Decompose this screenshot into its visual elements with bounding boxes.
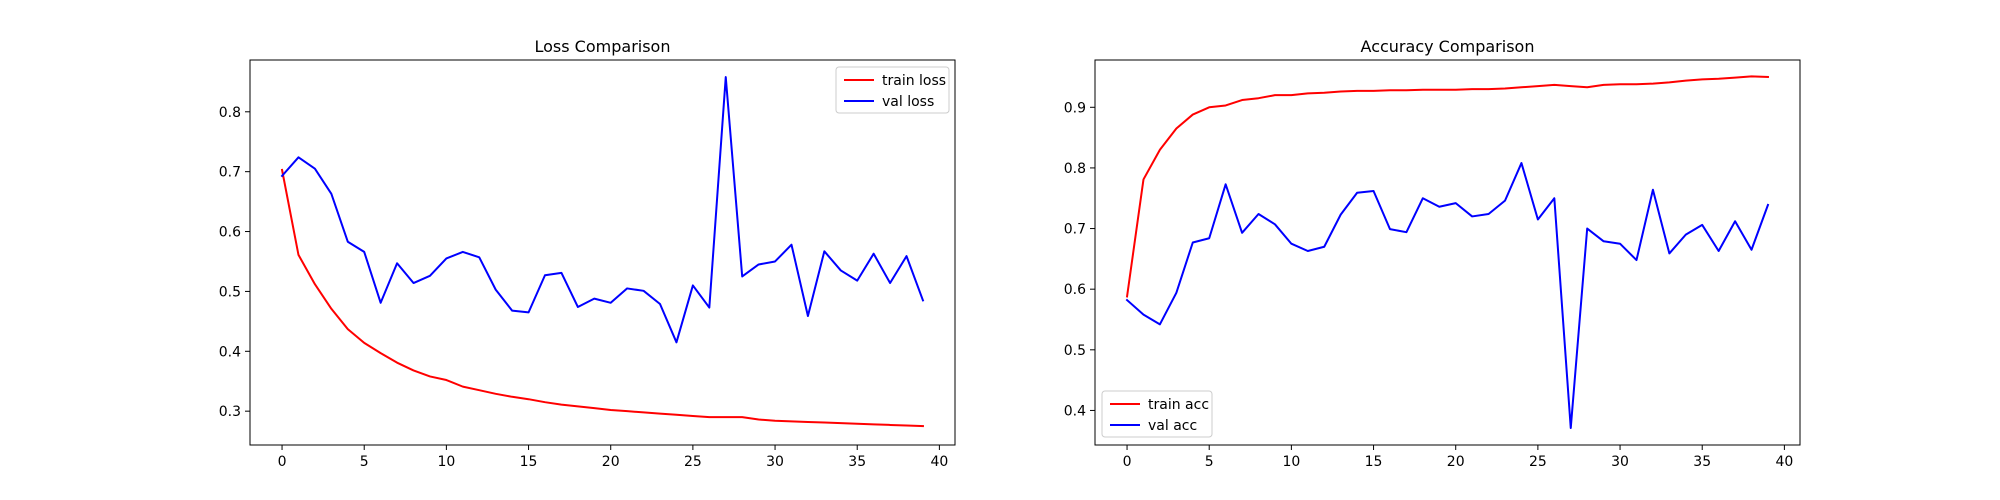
accuracy-x-tick-label: 30 xyxy=(1611,454,1629,470)
loss-x-tick-label: 5 xyxy=(360,454,369,470)
accuracy-y-tick-label: 0.4 xyxy=(1064,403,1086,419)
accuracy-x-tick-label: 25 xyxy=(1529,454,1547,470)
series-line-train-loss xyxy=(280,168,924,428)
accuracy-y-tick-label: 0.5 xyxy=(1064,343,1086,359)
loss-chart-frame xyxy=(249,59,956,446)
loss-y-tick-label: 0.5 xyxy=(219,284,241,300)
accuracy-y-tick-label: 0.9 xyxy=(1064,100,1086,116)
loss-y-tick-label: 0.4 xyxy=(219,344,241,360)
accuracy-chart: Accuracy Comparison 0 5 10 15 20 25 30 35 40 0.4 0… xyxy=(1064,37,1801,470)
loss-x-tick-label: 15 xyxy=(520,454,538,470)
loss-x-tick-label: 10 xyxy=(437,454,455,470)
accuracy-x-tick-label: 15 xyxy=(1365,454,1383,470)
legend-label-val-acc: val acc xyxy=(1148,418,1197,434)
loss-chart: Loss Comparison 0 5 10 15 20 25 30 35 40 0.3 0.4 0.… xyxy=(219,37,956,470)
loss-x-tick-label: 35 xyxy=(848,454,866,470)
accuracy-y-tick-label: 0.8 xyxy=(1064,161,1086,177)
accuracy-y-tick-label: 0.6 xyxy=(1064,282,1086,298)
accuracy-x-tick-label: 40 xyxy=(1775,454,1793,470)
accuracy-x-tick-label: 35 xyxy=(1693,454,1711,470)
legend-label-train-loss: train loss xyxy=(882,73,946,89)
accuracy-chart-legend: train acc val acc xyxy=(1101,390,1213,438)
legend-label-train-acc: train acc xyxy=(1148,397,1209,413)
loss-y-tick-label: 0.8 xyxy=(219,105,241,121)
legend-label-val-loss: val loss xyxy=(882,94,934,110)
loss-y-tick-label: 0.7 xyxy=(219,165,241,181)
loss-x-tick-label: 30 xyxy=(766,454,784,470)
accuracy-x-tick-label: 20 xyxy=(1447,454,1465,470)
series-line-train-acc xyxy=(1125,75,1769,298)
loss-y-tick-label: 0.3 xyxy=(219,404,241,420)
accuracy-chart-title: Accuracy Comparison xyxy=(1361,37,1535,56)
accuracy-y-tick-label: 0.7 xyxy=(1064,222,1086,238)
loss-x-tick-label: 0 xyxy=(278,454,287,470)
loss-x-tick-label: 20 xyxy=(602,454,620,470)
loss-x-tick-label: 40 xyxy=(930,454,948,470)
accuracy-chart-frame xyxy=(1094,59,1801,446)
accuracy-x-tick-label: 5 xyxy=(1205,454,1214,470)
series-line-val-loss xyxy=(280,76,925,344)
series-line-val-acc xyxy=(1125,162,1770,430)
loss-x-tick-label: 25 xyxy=(684,454,702,470)
loss-chart-legend: train loss val loss xyxy=(835,66,950,114)
accuracy-x-tick-label: 0 xyxy=(1123,454,1132,470)
loss-chart-title: Loss Comparison xyxy=(535,37,671,56)
loss-y-tick-label: 0.6 xyxy=(219,225,241,241)
accuracy-x-tick-label: 10 xyxy=(1282,454,1300,470)
